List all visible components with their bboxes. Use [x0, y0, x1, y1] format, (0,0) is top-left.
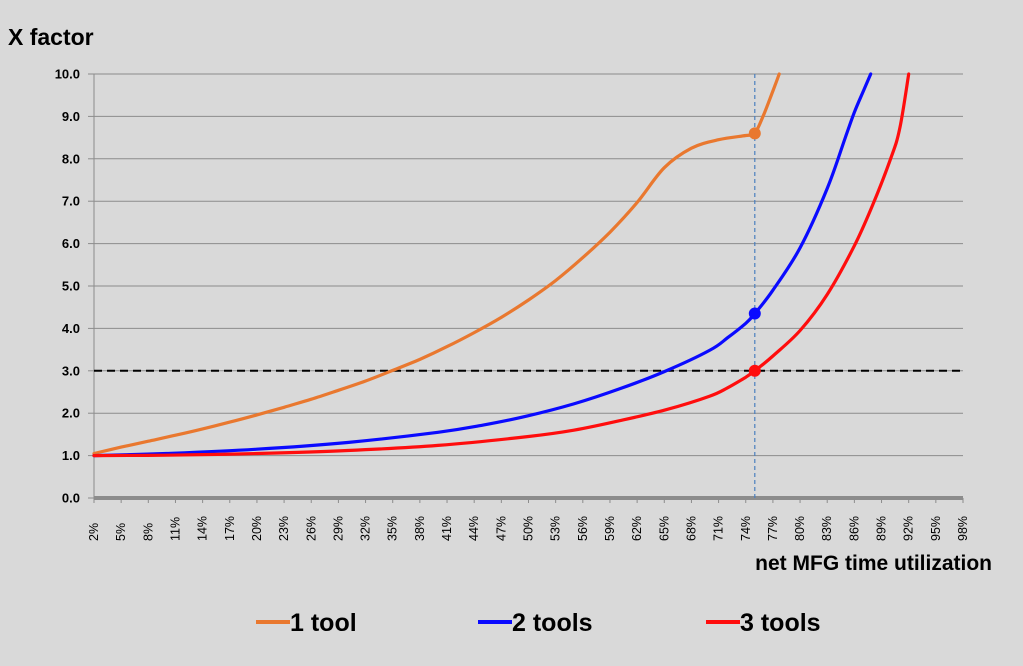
highlight-marker-2 [748, 307, 761, 320]
highlight-marker-3 [748, 364, 761, 377]
x-tick-label: 8% [141, 523, 155, 541]
y-tick-label: 9.0 [62, 109, 80, 124]
x-tick-label: 50% [522, 516, 536, 541]
highlight-markers [748, 127, 761, 377]
x-tick-label: 20% [250, 516, 264, 541]
x-tick-label: 53% [549, 516, 563, 541]
x-tick-label: 98% [956, 516, 970, 541]
y-axis-tick-labels: 0.0 1.0 2.0 3.0 4.0 5.0 6.0 7.0 8.0 9.0 10.0 [55, 67, 80, 506]
x-tick-label: 44% [467, 516, 481, 541]
x-axis-tick-labels: 2% 5% 8% 11% 14% 17% 20% 23% 26% 29% 32% 35% 38% 41% 4… [87, 516, 970, 541]
x-tick-label: 26% [304, 516, 318, 541]
y-tick-label: 2.0 [62, 406, 80, 421]
x-tick-label: 62% [630, 516, 644, 541]
y-tick-label: 10.0 [55, 67, 80, 82]
axes [88, 73, 964, 503]
x-tick-label: 80% [793, 516, 807, 541]
x-tick-label: 95% [929, 516, 943, 541]
series-lines [92, 72, 911, 458]
y-tick-label: 7.0 [62, 194, 80, 209]
x-tick-label: 35% [386, 516, 400, 541]
y-tick-label: 0.0 [62, 491, 80, 506]
legend-label-1: 1 tool [290, 609, 357, 637]
y-tick-label: 4.0 [62, 321, 80, 336]
y-tick-label: 1.0 [62, 448, 80, 463]
x-tick-label: 29% [331, 516, 345, 541]
x-tick-label: 38% [413, 516, 427, 541]
legend-label-3: 3 tools [740, 609, 821, 637]
x-tick-label: 32% [359, 516, 373, 541]
series-line-2 [92, 72, 873, 458]
x-tick-label: 65% [657, 516, 671, 541]
x-tick-label: 74% [739, 516, 753, 541]
y-tick-label: 8.0 [62, 151, 80, 166]
y-tick-label: 6.0 [62, 236, 80, 251]
x-tick-label: 2% [87, 523, 101, 541]
reference-lines [94, 74, 963, 498]
x-axis-title: net MFG time utilization [755, 552, 992, 575]
series-line-1 [92, 72, 781, 456]
x-tick-label: 47% [494, 516, 508, 541]
x-tick-label: 17% [223, 516, 237, 541]
y-axis-title: X factor [8, 24, 94, 50]
legend: 1 tool 2 tools 3 tools [256, 609, 821, 637]
x-tick-label: 14% [196, 516, 210, 541]
x-tick-label: 5% [114, 523, 128, 541]
x-tick-label: 77% [766, 516, 780, 541]
x-tick-label: 71% [712, 516, 726, 541]
highlight-marker-1 [748, 127, 761, 140]
x-tick-label: 89% [875, 516, 889, 541]
series-line-3 [92, 72, 911, 458]
x-tick-label: 68% [684, 516, 698, 541]
x-tick-label: 11% [168, 517, 182, 541]
x-tick-label: 23% [277, 516, 291, 541]
y-tick-label: 5.0 [62, 279, 80, 294]
x-tick-label: 86% [847, 516, 861, 541]
x-tick-label: 83% [820, 516, 834, 541]
x-tick-label: 41% [440, 516, 454, 541]
y-tick-label: 3.0 [62, 363, 80, 378]
x-tick-label: 56% [576, 516, 590, 541]
x-tick-label: 59% [603, 516, 617, 541]
x-tick-label: 92% [902, 516, 916, 541]
legend-label-2: 2 tools [512, 609, 593, 637]
